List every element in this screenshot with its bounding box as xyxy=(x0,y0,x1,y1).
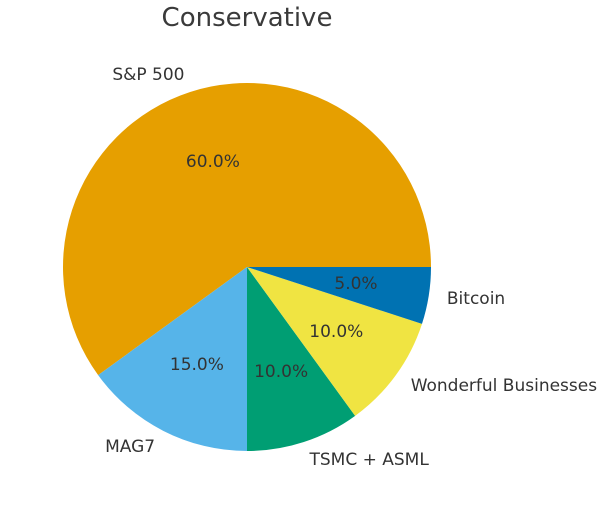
slice-label-wonderful-businesses: Wonderful Businesses xyxy=(410,376,598,396)
slice-label-tsmc-asml: TSMC + ASML xyxy=(309,449,429,470)
slice-label-mag7: MAG7 xyxy=(105,437,156,458)
pie-slice-bitcoin xyxy=(247,267,431,324)
pie-slice-tsmc-asml xyxy=(247,267,356,451)
slice-percent-tsmc-asml: 10.0% xyxy=(254,362,309,382)
slice-label-s-p-500: S&P 500 xyxy=(112,64,185,85)
pie-slice-wonderful-businesses xyxy=(247,267,422,416)
slice-label-bitcoin: Bitcoin xyxy=(446,288,506,309)
pie-slice-mag7 xyxy=(98,267,247,451)
slice-percent-wonderful-businesses: 10.0% xyxy=(309,321,364,342)
pie-slice-s-p-500 xyxy=(62,82,432,376)
slice-percent-bitcoin: 5.0% xyxy=(334,274,378,295)
slice-percent-mag7: 15.0% xyxy=(169,355,224,376)
slice-percent-s-p-500: 60.0% xyxy=(185,152,240,172)
chart-title: Conservative xyxy=(161,3,333,33)
